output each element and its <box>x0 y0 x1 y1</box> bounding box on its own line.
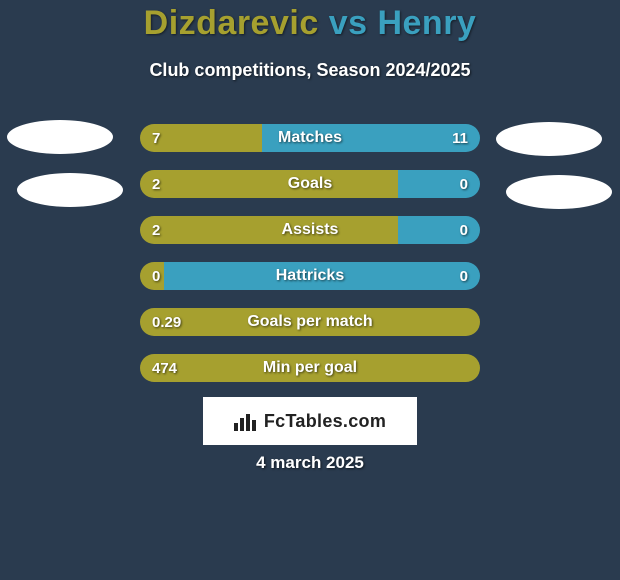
decorative-oval <box>496 122 602 156</box>
title-player2: Henry <box>377 4 476 42</box>
stat-row: Min per goal474 <box>140 354 480 382</box>
stat-row: Goals20 <box>140 170 480 198</box>
stat-bars: Matches711 Goals20 Assists20 Hattricks00 Goa… <box>140 124 480 400</box>
comparison-infographic: Dizdarevic vs Henry Club competitions, S… <box>0 0 620 580</box>
title-player1: Dizdarevic <box>144 4 319 42</box>
stat-bar-left <box>140 170 398 198</box>
brand-badge: FcTables.com <box>203 397 417 445</box>
stat-bar-right <box>398 170 480 198</box>
date-text: 4 march 2025 <box>0 453 620 473</box>
decorative-oval <box>7 120 113 154</box>
stat-bar-left <box>140 262 164 290</box>
stat-bar-left <box>140 124 262 152</box>
stat-bar-right <box>398 216 480 244</box>
brand-text: FcTables.com <box>264 411 386 432</box>
stat-bar-right <box>262 124 480 152</box>
stat-bar-left <box>140 216 398 244</box>
stat-row: Assists20 <box>140 216 480 244</box>
decorative-oval <box>506 175 612 209</box>
brand-bars-icon <box>234 411 258 431</box>
stat-row: Matches711 <box>140 124 480 152</box>
stat-bar-left <box>140 308 480 336</box>
stat-row: Hattricks00 <box>140 262 480 290</box>
title: Dizdarevic vs Henry <box>0 4 620 43</box>
stat-row: Goals per match0.29 <box>140 308 480 336</box>
decorative-oval <box>17 173 123 207</box>
stat-bar-left <box>140 354 480 382</box>
title-vs: vs <box>329 4 368 42</box>
stat-bar-right <box>164 262 480 290</box>
subtitle: Club competitions, Season 2024/2025 <box>0 60 620 81</box>
